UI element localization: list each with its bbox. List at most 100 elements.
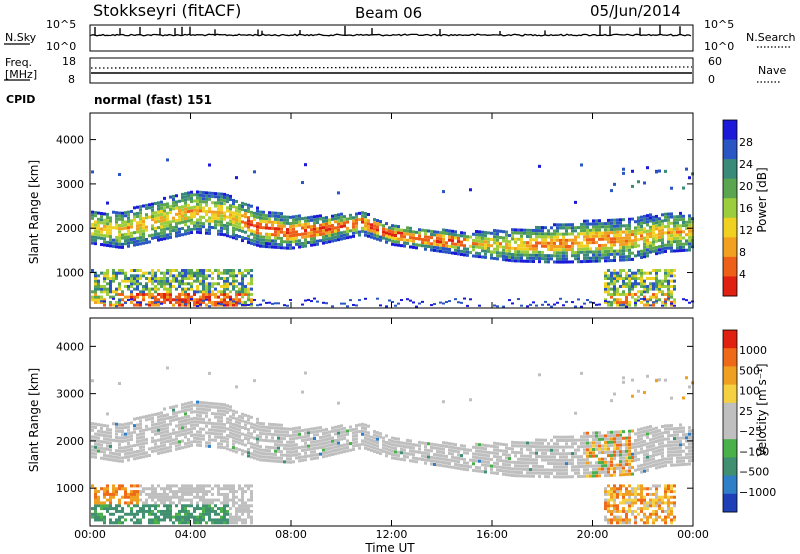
velocity-cell	[220, 429, 223, 433]
velocity-cell	[262, 428, 265, 432]
power-cell	[610, 295, 613, 299]
power-cell	[220, 192, 223, 196]
velocity-cell	[91, 507, 94, 511]
colorbar-tick-label: 16	[739, 202, 753, 215]
velocity-cell	[178, 443, 181, 447]
velocity-cell	[496, 455, 499, 459]
velocity-cell	[241, 507, 244, 511]
power-cell	[124, 220, 127, 224]
velocity-cell	[124, 518, 127, 522]
power-cell	[118, 233, 121, 237]
power-cell	[160, 228, 163, 232]
power-cell	[448, 300, 451, 303]
velocity-cell	[199, 410, 202, 414]
velocity-cell	[394, 453, 397, 457]
velocity-cell	[562, 462, 565, 466]
velocity-cell	[574, 468, 577, 472]
velocity-cell	[622, 449, 625, 453]
power-cell	[133, 274, 136, 278]
power-cell	[139, 211, 142, 215]
power-cell	[559, 241, 562, 245]
velocity-cell	[262, 448, 265, 452]
velocity-cell	[157, 484, 160, 488]
power-cell	[559, 257, 562, 261]
power-cell	[622, 224, 625, 228]
velocity-cell	[172, 438, 175, 442]
power-cell	[418, 228, 421, 232]
power-cell	[550, 235, 553, 239]
power-cell	[679, 230, 682, 234]
power-cell	[163, 231, 166, 235]
velocity-cell	[541, 448, 544, 452]
velocity-cell	[280, 450, 283, 454]
velocity-cell	[361, 439, 364, 443]
power-cell	[670, 212, 673, 216]
power-cell	[622, 279, 625, 283]
velocity-cell	[196, 440, 199, 444]
y-tick-label: 1000	[56, 267, 84, 280]
velocity-cell	[589, 461, 592, 465]
power-cell	[223, 195, 226, 199]
velocity-cell	[130, 447, 133, 451]
velocity-cell	[187, 431, 190, 435]
power-cell	[361, 220, 364, 224]
velocity-cell	[457, 460, 460, 464]
power-cell	[214, 287, 217, 291]
power-cell	[199, 193, 202, 197]
velocity-cell	[202, 507, 205, 511]
power-cell	[607, 225, 610, 229]
power-cell	[160, 295, 163, 299]
velocity-cell	[484, 467, 487, 471]
power-cell	[616, 290, 619, 294]
velocity-cell	[565, 468, 568, 472]
power-cell	[667, 212, 670, 216]
power-cell	[244, 274, 247, 278]
velocity-cell	[616, 433, 619, 437]
velocity-cell	[385, 440, 388, 444]
velocity-cell	[139, 429, 142, 433]
power-cell	[166, 279, 169, 283]
velocity-cell	[103, 495, 106, 499]
power-cell	[622, 303, 625, 306]
power-cell	[667, 297, 670, 300]
power-cell	[370, 229, 373, 233]
power-cell	[487, 231, 490, 235]
velocity-cell	[331, 449, 334, 453]
power-cell	[136, 211, 139, 215]
power-cell	[610, 252, 613, 256]
power-cell	[451, 245, 454, 249]
velocity-cell	[196, 403, 199, 407]
power-cell	[643, 249, 646, 253]
power-cell	[244, 212, 247, 216]
velocity-cell	[592, 438, 595, 442]
velocity-cell	[304, 448, 307, 452]
power-cell	[394, 227, 397, 231]
velocity-cell	[472, 452, 475, 456]
power-cell	[457, 249, 460, 253]
velocity-cell	[589, 471, 592, 475]
velocity-cell	[187, 521, 190, 525]
power-cell	[415, 237, 418, 241]
power-cell	[331, 233, 334, 237]
power-cell	[283, 221, 286, 225]
velocity-cell	[145, 501, 148, 505]
power-cell	[604, 284, 607, 288]
power-cell	[655, 269, 658, 272]
power-cell	[550, 257, 553, 261]
power-cell	[352, 303, 355, 306]
power-cell	[631, 184, 634, 188]
power-cell	[214, 282, 217, 286]
power-cell	[184, 282, 187, 286]
velocity-cell	[577, 455, 580, 459]
power-cell	[331, 305, 334, 308]
velocity-cell	[250, 484, 253, 488]
power-cell	[478, 252, 481, 256]
power-cell	[190, 287, 193, 291]
velocity-cell	[496, 452, 499, 456]
velocity-cell	[313, 450, 316, 454]
velocity-cell	[433, 459, 436, 463]
power-cell	[436, 230, 439, 234]
power-cell	[223, 287, 226, 291]
power-cell	[157, 269, 160, 272]
power-cell	[121, 290, 124, 294]
